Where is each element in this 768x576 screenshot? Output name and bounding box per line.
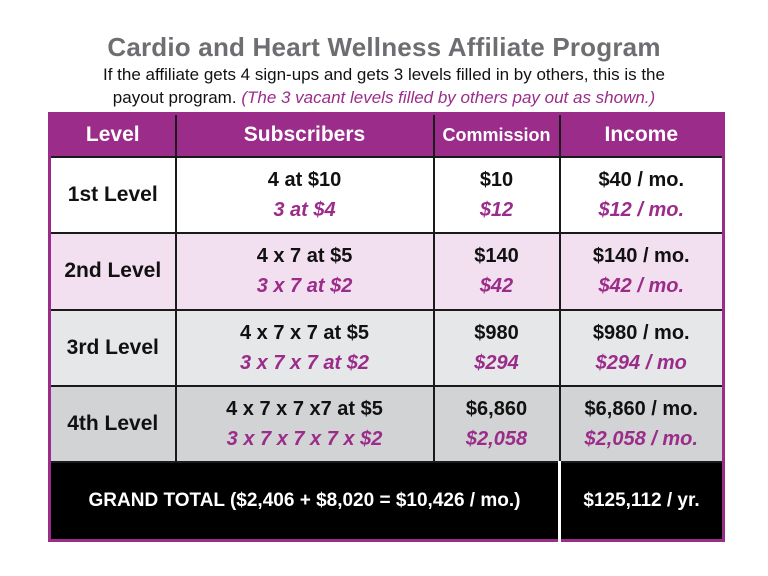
subtitle-note: (The 3 vacant levels filled by others pa… xyxy=(241,88,656,107)
income-value: $6,860 / mo. xyxy=(584,398,698,421)
grand-total-cell: GRAND TOTAL ($2,406 + $8,020 = $10,426 /… xyxy=(48,461,561,542)
income-alt-value: $294 / mo xyxy=(595,351,687,374)
payout-table: Level Subscribers Commission Income 1st … xyxy=(48,112,725,542)
commission-value: $140 xyxy=(474,245,519,268)
column-header-subscribers: Subscribers xyxy=(174,112,435,158)
income-value: $140 / mo. xyxy=(592,245,690,268)
page-title: Cardio and Heart Wellness Affiliate Prog… xyxy=(107,32,661,62)
subscribers-value: 4 x 7 x 7 x7 at $5 xyxy=(226,398,383,421)
page-subtitle: If the affiliate gets 4 sign-ups and get… xyxy=(40,63,728,109)
table-row: 1st Level 4 at $10 3 at $4 $10 $12 $40 /… xyxy=(48,155,725,235)
income-cell: $980 / mo. $294 / mo xyxy=(558,308,725,388)
commission-alt-value: $12 xyxy=(479,199,514,221)
column-header-income: Income xyxy=(558,112,725,158)
income-value: $980 / mo. xyxy=(592,321,690,344)
income-value: $40 / mo. xyxy=(598,169,685,191)
income-alt-value: $42 / mo. xyxy=(598,275,685,298)
commission-value: $6,860 xyxy=(465,398,528,421)
commission-cell: $140 $42 xyxy=(432,232,561,311)
subscribers-alt-value: 3 x 7 x 7 x 7 x $2 xyxy=(226,428,383,451)
income-alt-value: $12 / mo. xyxy=(598,199,685,221)
subscribers-value: 4 at $10 xyxy=(267,169,342,191)
income-cell: $40 / mo. $12 / mo. xyxy=(558,155,725,235)
subtitle-line-1: If the affiliate gets 4 sign-ups and get… xyxy=(103,65,665,84)
subscribers-alt-value: 3 x 7 at $2 xyxy=(256,275,353,298)
income-cell: $140 / mo. $42 / mo. xyxy=(558,232,725,311)
table-row: 3rd Level 4 x 7 x 7 at $5 3 x 7 x 7 at $… xyxy=(48,308,725,388)
subscribers-cell: 4 at $10 3 at $4 xyxy=(174,155,435,235)
grand-total-row: GRAND TOTAL ($2,406 + $8,020 = $10,426 /… xyxy=(48,461,725,542)
subscribers-cell: 4 x 7 at $5 3 x 7 at $2 xyxy=(174,232,435,311)
subscribers-value: 4 x 7 at $5 xyxy=(256,245,353,268)
commission-cell: $980 $294 xyxy=(432,308,561,388)
commission-value: $10 xyxy=(479,169,514,191)
yearly-total-cell: $125,112 / yr. xyxy=(558,461,725,542)
subscribers-cell: 4 x 7 x 7 at $5 3 x 7 x 7 at $2 xyxy=(174,308,435,388)
commission-alt-value: $294 xyxy=(474,351,519,374)
subtitle-line-2: payout program. xyxy=(112,88,237,107)
income-alt-value: $2,058 / mo. xyxy=(584,428,698,451)
commission-alt-value: $42 xyxy=(479,275,514,298)
table-row: 2nd Level 4 x 7 at $5 3 x 7 at $2 $140 $… xyxy=(48,232,725,311)
subscribers-alt-value: 3 x 7 x 7 at $2 xyxy=(240,351,369,374)
column-header-commission: Commission xyxy=(432,112,561,158)
level-cell: 4th Level xyxy=(48,385,177,464)
level-cell: 1st Level xyxy=(48,155,177,235)
level-cell: 3rd Level xyxy=(48,308,177,388)
subscribers-value: 4 x 7 x 7 at $5 xyxy=(240,321,369,344)
table-header-row: Level Subscribers Commission Income xyxy=(48,112,725,158)
commission-cell: $10 $12 xyxy=(432,155,561,235)
commission-value: $980 xyxy=(474,321,519,344)
subscribers-alt-value: 3 at $4 xyxy=(273,199,336,221)
subscribers-cell: 4 x 7 x 7 x7 at $5 3 x 7 x 7 x 7 x $2 xyxy=(174,385,435,464)
commission-cell: $6,860 $2,058 xyxy=(432,385,561,464)
table-row: 4th Level 4 x 7 x 7 x7 at $5 3 x 7 x 7 x… xyxy=(48,385,725,464)
level-cell: 2nd Level xyxy=(48,232,177,311)
income-cell: $6,860 / mo. $2,058 / mo. xyxy=(558,385,725,464)
column-header-level: Level xyxy=(48,112,177,158)
commission-alt-value: $2,058 xyxy=(465,428,528,451)
